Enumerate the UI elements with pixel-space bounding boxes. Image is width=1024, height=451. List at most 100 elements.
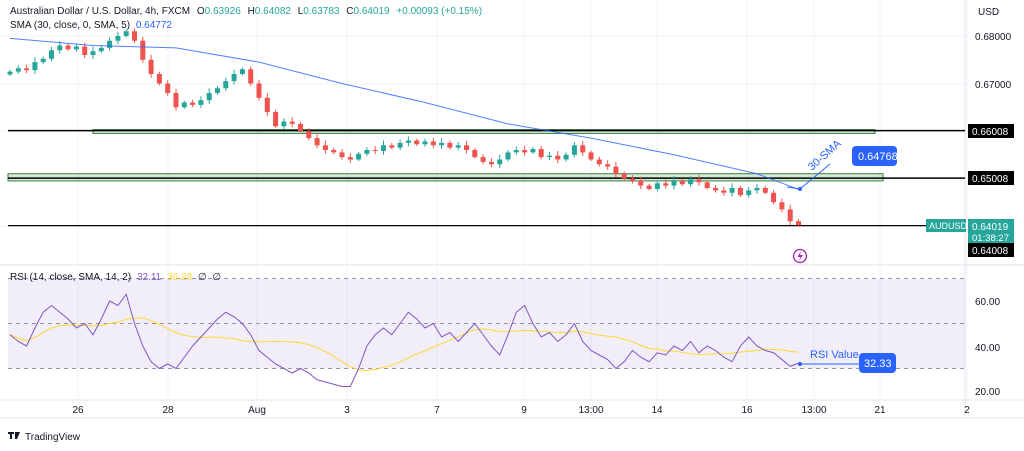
candle-body xyxy=(298,123,303,131)
rsi-callout-box[interactable] xyxy=(859,353,896,373)
candle-body xyxy=(397,142,403,148)
candle-body xyxy=(729,188,735,193)
candle-body xyxy=(488,161,494,165)
rsi-tick: 60.00 xyxy=(975,297,1000,308)
candle-body xyxy=(98,47,104,52)
candle-body xyxy=(414,140,420,145)
rsi-legend-extra1: ∅ xyxy=(198,272,207,283)
sma-callout-point xyxy=(798,187,802,191)
candle-body xyxy=(7,71,13,75)
candle-body xyxy=(198,100,204,105)
candle-body xyxy=(754,188,760,191)
level-label-0650: 0.65008 xyxy=(968,171,1014,185)
candle-body xyxy=(190,102,196,105)
tradingview-logo[interactable]: TradingView xyxy=(8,432,81,443)
candle-body xyxy=(505,152,511,160)
candle-body xyxy=(439,142,445,146)
lightning-alert-icon[interactable] xyxy=(792,248,808,264)
candle-body xyxy=(181,102,187,108)
rsi-legend-label: RSI (14, close, SMA, 14, 2) xyxy=(10,272,131,283)
candle-body xyxy=(721,190,727,193)
candle-body xyxy=(322,145,328,150)
candle-body xyxy=(547,155,552,158)
level-label-text: 0.65008 xyxy=(972,174,1009,185)
candle-body xyxy=(239,69,245,74)
candle-body xyxy=(281,121,287,127)
sma-callout-box[interactable] xyxy=(852,146,897,166)
candle-body xyxy=(123,31,129,36)
rsi-ma-line xyxy=(9,317,799,372)
rsi-legend[interactable]: RSI (14, close, SMA, 14, 2) 32.11 36.28 … xyxy=(10,272,221,283)
time-tick: 26 xyxy=(72,405,84,416)
rsi-callout-text[interactable]: RSI Value xyxy=(810,349,859,361)
candle-body xyxy=(762,188,768,193)
candle-body xyxy=(538,149,544,158)
candle-body xyxy=(422,141,428,145)
candle-body xyxy=(248,69,254,84)
level-lines[interactable] xyxy=(8,129,965,227)
candle-body xyxy=(107,40,113,48)
sma-legend[interactable]: SMA (30, close, 0, SMA, 5) 0.64772 xyxy=(10,20,172,31)
candle-body xyxy=(82,46,88,55)
candle-body xyxy=(613,166,619,174)
level-label-0660: 0.66008 xyxy=(968,124,1014,138)
candle-body xyxy=(306,131,312,139)
rsi-tick: 20.00 xyxy=(975,387,1000,398)
close-label: C xyxy=(346,6,353,17)
support-resistance-zone xyxy=(92,129,876,134)
candle-body xyxy=(173,93,179,108)
low-label: L xyxy=(298,6,304,17)
symbol-title: Australian Dollar / U.S. Dollar, 4h, FXC… xyxy=(10,6,190,17)
time-tick: 9 xyxy=(521,405,527,416)
candle-body xyxy=(289,121,295,124)
last-price-label: 0.64019 01:38:27 xyxy=(968,219,1014,244)
time-tick: 2 xyxy=(964,405,970,416)
currency-label[interactable]: USD xyxy=(978,7,999,18)
candle-body xyxy=(381,145,386,151)
candle-body xyxy=(389,145,395,148)
candle-body xyxy=(115,36,121,41)
candle-body xyxy=(231,74,237,82)
rsi-line xyxy=(9,293,799,387)
time-tick: 7 xyxy=(434,405,440,416)
candles xyxy=(7,28,801,227)
time-tick: Aug xyxy=(248,405,266,416)
candle-body xyxy=(364,150,370,154)
candle-body xyxy=(530,149,536,153)
price-tick: 0.67000 xyxy=(975,80,1012,91)
candle-body xyxy=(779,202,785,210)
high-value: 0.64082 xyxy=(255,6,292,17)
sma-callout-value: 0.64768 xyxy=(858,151,898,163)
sma-line xyxy=(9,37,799,190)
candle-body xyxy=(165,83,171,93)
candle-body xyxy=(663,183,669,186)
high-label: H xyxy=(248,6,255,17)
candle-body xyxy=(513,150,519,153)
low-value: 0.63783 xyxy=(303,6,340,17)
time-tick: 21 xyxy=(874,405,886,416)
candle-body xyxy=(605,164,611,167)
rsi-legend-ma-value: 36.28 xyxy=(167,272,192,283)
candle-body xyxy=(256,83,262,98)
candle-body xyxy=(15,68,21,72)
candle-body xyxy=(57,45,63,51)
level-label-0640: 0.64008 xyxy=(968,243,1014,257)
candle-body xyxy=(621,173,627,179)
candle-body xyxy=(704,182,710,188)
candle-body xyxy=(671,180,677,186)
time-axis[interactable]: 26 28 Aug 3 7 9 13:00 14 16 13:00 21 2 xyxy=(72,405,970,416)
candle-body xyxy=(347,157,353,160)
candle-body xyxy=(654,183,660,189)
open-label: O xyxy=(197,6,205,17)
candle-body xyxy=(339,152,345,158)
candle-body xyxy=(571,145,577,155)
candle-body xyxy=(679,180,685,185)
time-tick: 14 xyxy=(651,405,663,416)
last-price-value: 0.64019 xyxy=(972,222,1009,233)
time-tick: 28 xyxy=(162,405,174,416)
candle-body xyxy=(148,59,154,74)
candle-body xyxy=(464,145,469,150)
sma-legend-value: 0.64772 xyxy=(136,20,173,31)
candle-body xyxy=(356,153,362,160)
